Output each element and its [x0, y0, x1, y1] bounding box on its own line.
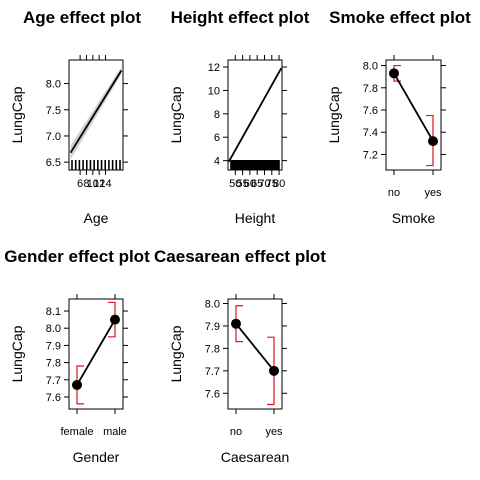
y-tick-label: 7.0	[46, 131, 61, 143]
x-tick-label: 60	[244, 178, 256, 190]
x-axis-label: Caesarean	[221, 449, 290, 465]
x-tick-label: female	[60, 426, 93, 438]
y-tick-label: 6.5	[46, 157, 61, 169]
y-tick-label: 8.0	[46, 79, 61, 91]
effect-point	[110, 314, 120, 325]
y-tick-label: 8.1	[46, 306, 61, 318]
y-tick-label: 7.6	[363, 105, 378, 117]
y-tick-label: 7.8	[205, 343, 220, 355]
x-tick-label: 65	[251, 178, 263, 190]
effect-point	[72, 379, 82, 390]
y-axis-label: LungCap	[168, 325, 184, 382]
effect-point	[389, 68, 399, 79]
y-tick-label: 4	[214, 156, 220, 168]
x-tick-label: 55	[236, 178, 248, 190]
effect-panel-smoke: Smoke effect plot Smoke LungCap 7.2 7.4 7.6 7.…	[326, 8, 471, 226]
x-tick-label: no	[388, 187, 400, 199]
chart-title: Gender effect plot	[4, 247, 150, 266]
y-tick-label: 8	[214, 109, 220, 121]
x-axis-label: Age	[84, 210, 109, 226]
x-axis-label: Smoke	[392, 210, 436, 226]
y-tick-label: 7.4	[363, 127, 378, 139]
y-tick-label: 7.9	[46, 340, 61, 352]
effect-line	[76, 319, 116, 386]
x-tick-label: 14	[99, 178, 111, 190]
y-axis-label: LungCap	[9, 325, 25, 382]
x-tick-label: 80	[273, 178, 285, 190]
chart-title: Age effect plot	[23, 8, 141, 27]
y-tick-label: 7.9	[205, 321, 220, 333]
effect-line	[235, 323, 275, 372]
y-tick-label: 8.0	[205, 298, 220, 310]
plot-frame	[68, 298, 124, 410]
y-tick-label: 8.0	[363, 61, 378, 73]
y-tick-label: 7.8	[363, 83, 378, 95]
y-tick-label: 8.0	[46, 323, 61, 335]
chart-title: Height effect plot	[171, 8, 310, 27]
y-axis-label: LungCap	[168, 86, 184, 143]
y-tick-label: 7.5	[46, 105, 61, 117]
y-tick-label: 7.2	[363, 149, 378, 161]
plot-frame	[227, 298, 283, 410]
effect-point	[269, 365, 279, 376]
plot-frame	[68, 59, 124, 171]
x-axis-label: Height	[235, 210, 276, 226]
x-tick-label: male	[103, 426, 127, 438]
x-tick-label: 75	[266, 178, 278, 190]
effect-point	[428, 136, 438, 147]
x-tick-label: 6	[77, 178, 83, 190]
effect-line	[69, 70, 123, 154]
effect-panel-caesarean: Caesarean effect plot Caesarean LungCap 7.6…	[154, 247, 326, 465]
effect-panel-height: Height effect plot Height LungCap 4 6 8 10 12 50…	[168, 8, 310, 226]
effect-point	[231, 318, 241, 329]
x-axis-label: Gender	[73, 449, 120, 465]
plot-frame	[385, 59, 442, 171]
y-tick-label: 7.6	[46, 392, 61, 404]
x-tick-label: 12	[93, 178, 105, 190]
chart-title: Smoke effect plot	[329, 8, 471, 27]
x-tick-label: 10	[87, 178, 99, 190]
y-tick-label: 7.7	[46, 375, 61, 387]
effect-panel-gender: Gender effect plot Gender LungCap 7.6 7.7 7.8…	[4, 247, 150, 465]
x-tick-label: yes	[424, 187, 442, 199]
x-tick-label: no	[230, 426, 242, 438]
x-tick-label: 70	[258, 178, 270, 190]
effect-line	[227, 67, 283, 163]
chart-title: Caesarean effect plot	[154, 247, 326, 266]
effect-line	[393, 72, 434, 142]
x-tick-label: 8	[83, 178, 89, 190]
y-tick-label: 12	[208, 62, 220, 74]
x-tick-label: 50	[229, 178, 241, 190]
y-axis-label: LungCap	[326, 86, 342, 143]
x-tick-label: yes	[265, 426, 283, 438]
y-tick-label: 10	[208, 85, 220, 97]
y-tick-label: 7.7	[205, 366, 220, 378]
effect-panel-age: Age effect plot Age LungCap 6.5 7.0 7.5 8.0 6 81…	[9, 8, 141, 226]
y-tick-label: 7.6	[205, 388, 220, 400]
y-axis-label: LungCap	[9, 86, 25, 143]
y-tick-label: 7.8	[46, 358, 61, 370]
y-tick-label: 6	[214, 132, 220, 144]
